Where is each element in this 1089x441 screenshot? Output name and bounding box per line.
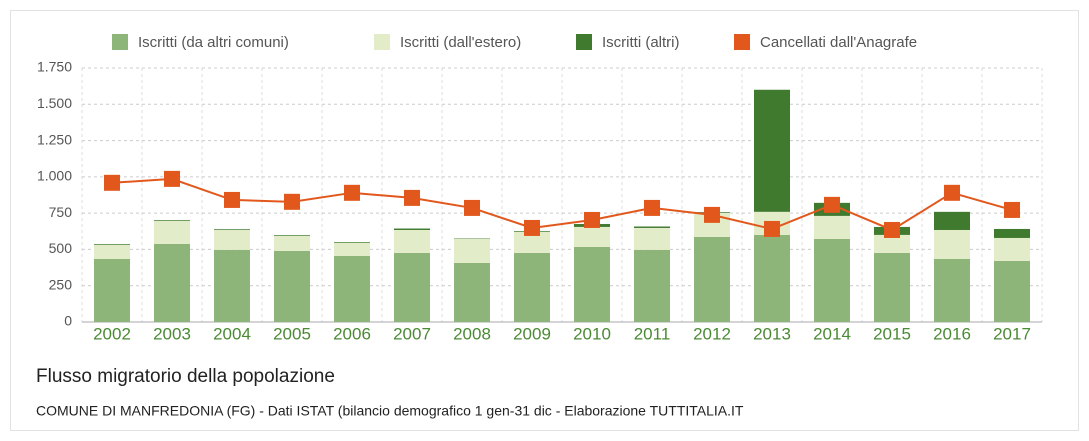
legend-label: Iscritti (da altri comuni) [138, 34, 289, 51]
x-tick-label: 2009 [513, 324, 551, 343]
legend-swatch [734, 34, 750, 50]
bar [934, 259, 970, 322]
y-tick-label: 1.500 [37, 95, 72, 111]
marker [104, 174, 120, 191]
bar [694, 236, 730, 322]
marker [644, 199, 660, 216]
bar [94, 244, 130, 260]
bar [274, 250, 310, 322]
bar [154, 220, 190, 244]
x-tick-label: 2005 [273, 324, 311, 343]
marker [464, 199, 480, 216]
bar [994, 260, 1030, 322]
marker [524, 219, 540, 236]
x-tick-label: 2017 [993, 324, 1031, 343]
marker [584, 211, 600, 228]
legend-swatch [576, 34, 592, 50]
bar [394, 228, 430, 230]
bar [754, 89, 790, 212]
y-tick-label: 1.750 [37, 59, 72, 75]
x-tick-label: 2006 [333, 324, 371, 343]
bar [994, 237, 1030, 261]
bar [634, 227, 670, 250]
marker [1004, 201, 1020, 218]
bar [214, 249, 250, 322]
x-tick-label: 2002 [93, 324, 131, 343]
legend-label: Cancellati dall'Anagrafe [760, 34, 917, 51]
x-tick-label: 2016 [933, 324, 971, 343]
marker [944, 184, 960, 201]
bar [454, 262, 490, 322]
bar [334, 242, 370, 243]
legend-label: Iscritti (dall'estero) [400, 34, 521, 51]
marker [164, 170, 180, 187]
bar [334, 242, 370, 256]
x-tick-label: 2010 [573, 324, 611, 343]
legend-swatch [112, 34, 128, 50]
bar [874, 252, 910, 322]
marker [824, 196, 840, 213]
x-tick-label: 2004 [213, 324, 251, 343]
bar [274, 235, 310, 236]
bar [514, 252, 550, 322]
x-tick-label: 2013 [753, 324, 791, 343]
x-tick-label: 2008 [453, 324, 491, 343]
bar [574, 246, 610, 322]
legend-label: Iscritti (altri) [602, 34, 680, 51]
marker [404, 189, 420, 206]
marker [884, 221, 900, 238]
bar [994, 228, 1030, 238]
x-tick-label: 2014 [813, 324, 851, 343]
marker [704, 206, 720, 223]
x-tick-label: 2003 [153, 324, 191, 343]
bar [94, 244, 130, 245]
bar [514, 231, 550, 253]
y-tick-label: 500 [49, 240, 73, 256]
bar [814, 215, 850, 239]
marker [224, 191, 240, 208]
legend-swatch [374, 34, 390, 50]
bar [214, 229, 250, 230]
bar [754, 234, 790, 322]
x-tick-label: 2012 [693, 324, 731, 343]
y-tick-label: 250 [49, 276, 73, 292]
x-tick-label: 2015 [873, 324, 911, 343]
chart-subtitle: COMUNE DI MANFREDONIA (FG) - Dati ISTAT … [36, 403, 744, 419]
bar [934, 229, 970, 260]
bar [394, 229, 430, 253]
bar [934, 211, 970, 230]
marker [764, 220, 780, 237]
marker [344, 184, 360, 201]
bar [394, 252, 430, 322]
y-tick-label: 1.250 [37, 131, 72, 147]
chart-title: Flusso migratorio della popolazione [36, 366, 335, 387]
bar [154, 243, 190, 322]
x-tick-label: 2007 [393, 324, 431, 343]
bar [94, 259, 130, 322]
x-tick-label: 2011 [634, 324, 671, 343]
bar [454, 238, 490, 263]
marker [284, 193, 300, 210]
bar [334, 255, 370, 322]
y-tick-label: 0 [64, 313, 72, 329]
bar [154, 220, 190, 221]
y-tick-label: 750 [49, 204, 73, 220]
y-tick-label: 1.000 [37, 168, 72, 184]
bar [874, 234, 910, 253]
bar [214, 229, 250, 250]
bar [634, 226, 670, 228]
bar [574, 226, 610, 247]
line [111, 177, 1013, 232]
bar [814, 238, 850, 322]
bar [634, 249, 670, 322]
bar [274, 235, 310, 251]
